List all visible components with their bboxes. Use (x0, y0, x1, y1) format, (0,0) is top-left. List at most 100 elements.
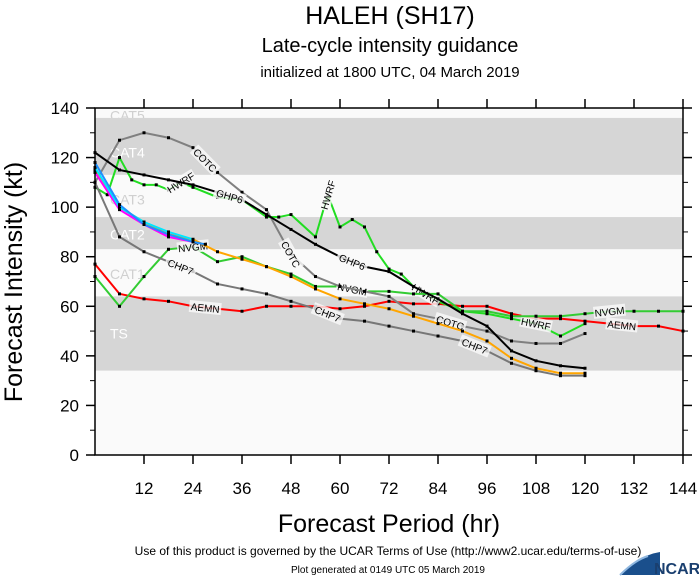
data-point (485, 329, 489, 333)
data-point (485, 339, 489, 343)
data-point (314, 284, 317, 288)
data-point (534, 314, 538, 318)
data-point (216, 250, 219, 254)
data-point (375, 250, 379, 254)
data-point (191, 185, 195, 189)
data-point (289, 272, 293, 276)
series-label-bg (335, 250, 370, 274)
x-tick-label: 108 (522, 479, 550, 498)
data-point (436, 292, 440, 296)
y-tick-label: 0 (70, 446, 79, 465)
data-point (314, 235, 317, 239)
data-point (363, 304, 366, 308)
data-point (265, 215, 268, 219)
data-point (265, 213, 268, 217)
band-cat4 (95, 117, 683, 175)
y-tick-label: 80 (60, 248, 79, 267)
data-point (583, 332, 587, 336)
data-point (559, 334, 562, 338)
series-label: AEMN (190, 302, 220, 316)
band-label: TS (110, 326, 128, 342)
data-point (167, 299, 170, 303)
series-label-bg (457, 334, 492, 358)
x-tick-label: 132 (620, 479, 648, 498)
data-point (436, 322, 440, 326)
data-point (240, 255, 244, 259)
data-point (583, 374, 587, 378)
y-axis-label: Forecast Intensity (kt) (0, 162, 28, 402)
x-tick-label: 48 (282, 479, 301, 498)
data-point (118, 138, 121, 142)
data-point (289, 213, 293, 217)
data-point (314, 275, 317, 279)
data-point (118, 304, 121, 308)
data-point (412, 312, 415, 316)
chart-subtitle: Late-cycle intensity guidance (262, 35, 519, 57)
data-point (289, 275, 293, 279)
data-point (118, 156, 121, 160)
data-point (314, 242, 317, 246)
data-point (142, 250, 146, 254)
data-point (265, 208, 268, 212)
x-axis-label: Forecast Period (hr) (278, 510, 500, 538)
data-point (118, 168, 121, 172)
data-point (485, 309, 489, 313)
data-point (142, 222, 146, 226)
data-point (240, 287, 244, 291)
band-label: CAT1 (110, 266, 145, 282)
data-point (510, 317, 513, 321)
data-point (277, 215, 281, 219)
data-point (105, 193, 109, 197)
data-point (436, 334, 440, 338)
data-point (387, 299, 391, 303)
data-point (412, 284, 415, 288)
band-cat5 (95, 108, 683, 118)
data-point (167, 230, 170, 234)
data-point (485, 304, 489, 308)
series-label: NVGM (178, 241, 209, 255)
data-point (387, 294, 391, 298)
data-point (534, 341, 538, 345)
ncar-logo: NCAR (619, 552, 699, 577)
data-point (510, 356, 513, 360)
data-point (167, 247, 170, 251)
series-label-bg (310, 302, 345, 326)
chart-title: HALEH (SH17) (305, 2, 475, 30)
x-tick-label: 96 (478, 479, 497, 498)
band-cat3 (95, 174, 683, 218)
data-point (510, 339, 513, 343)
generated-time: Plot generated at 0149 UTC 05 March 2019 (291, 565, 485, 576)
data-point (216, 260, 219, 264)
x-tick-label: 24 (184, 479, 203, 498)
data-point (363, 319, 366, 323)
data-point (289, 304, 293, 308)
data-point (534, 359, 538, 363)
data-point (485, 324, 489, 328)
data-point (240, 309, 244, 313)
series-label-bg (212, 185, 247, 207)
data-point (534, 369, 538, 373)
data-point (657, 309, 660, 313)
data-point (216, 282, 219, 286)
data-point (142, 131, 146, 135)
data-point (118, 205, 121, 209)
data-point (583, 366, 587, 370)
x-tick-label: 60 (331, 479, 350, 498)
y-tick-label: 60 (60, 297, 79, 316)
band-label: CAT2 (110, 226, 145, 242)
data-point (350, 218, 354, 222)
y-tick-label: 140 (51, 99, 79, 118)
data-point (583, 322, 587, 326)
x-tick-label: 72 (380, 479, 399, 498)
data-point (559, 364, 562, 368)
x-tick-label: 144 (669, 479, 697, 498)
data-point (191, 146, 195, 150)
data-point (412, 314, 415, 318)
data-point (265, 304, 268, 308)
y-tick-label: 20 (60, 396, 79, 415)
data-point (387, 270, 391, 274)
series-label: NVGM (594, 306, 625, 320)
data-point (216, 170, 219, 174)
data-point (154, 183, 158, 187)
data-point (167, 232, 170, 236)
